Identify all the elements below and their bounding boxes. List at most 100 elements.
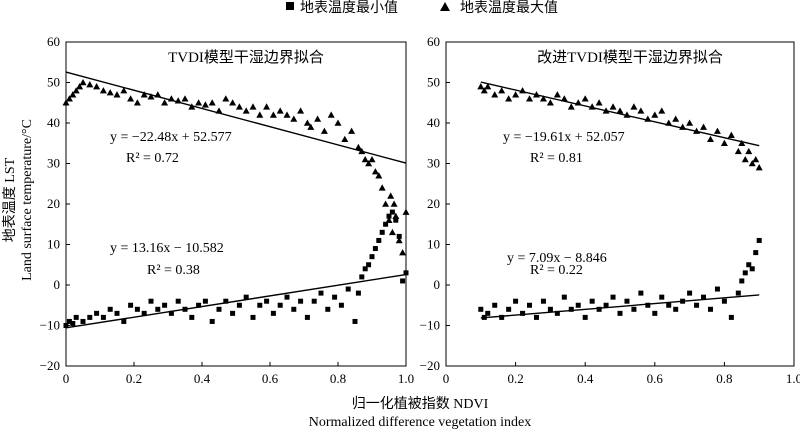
data-point-min [527,302,533,308]
data-point-max [382,200,390,207]
data-point-max [113,91,121,98]
data-point-max [595,99,603,106]
y-tick-label: 0 [434,277,441,292]
data-point-max [161,99,169,106]
data-point-min [379,229,385,235]
data-point-min [298,298,304,304]
data-point-max [658,107,666,114]
data-point-max [365,160,373,167]
data-point-min [155,306,161,312]
data-point-min [386,213,392,219]
data-point-max [283,111,291,118]
data-point-min [202,298,208,304]
data-point-min [311,298,317,304]
data-point-max [727,131,735,138]
x-tick-label: 0 [63,371,70,386]
data-point-max [242,107,250,114]
data-point-max [320,127,328,134]
data-point-max [637,107,645,114]
data-point-min [243,294,249,300]
data-point-min [389,209,395,215]
data-point-min [291,306,297,312]
data-point-min [148,298,154,304]
data-point-min [230,310,236,316]
y-tick-label: 60 [47,34,60,49]
data-point-max [706,135,714,142]
data-point-min [739,278,745,284]
y-tick-label: 10 [47,237,60,252]
data-point-max [65,95,73,102]
data-point-min [575,302,581,308]
data-point-min [478,306,484,312]
data-point-min [325,306,331,312]
data-point-max [93,83,101,90]
data-point-max [630,103,638,110]
data-point-min [134,306,140,312]
data-point-min [589,298,595,304]
data-point-max [720,139,728,147]
data-point-max [235,103,243,110]
data-point-max [546,99,554,106]
data-point-max [127,95,135,102]
legend: 地表温度最小值 地表温度最大值 [286,0,558,16]
data-point-min [168,310,174,316]
data-point-max [686,119,694,126]
data-point-max [361,155,369,163]
data-point-max [392,212,400,219]
data-point-min [742,270,748,276]
data-point-min [264,298,270,304]
x-tick-label: 0.8 [716,371,732,386]
data-point-max [201,101,209,108]
data-point-min [687,290,693,296]
equation-max: y = −22.48x + 52.577 [110,130,232,145]
y-tick-label: 20 [427,196,440,211]
data-point-min [121,318,127,324]
y-axis-label-cn: 地表温度 LST [2,157,18,242]
data-point-min [189,314,195,320]
data-point-min [352,318,358,324]
data-point-min [624,298,630,304]
data-point-min [362,266,368,272]
data-point-min [547,306,553,312]
data-point-max [303,119,311,126]
y-axis-label-en: Land surface temperature/°C [20,119,35,281]
data-point-max [748,160,756,167]
data-point-max [263,103,271,110]
data-point-max [327,111,335,118]
chart-panel-improved-tvdi: −20 −10 0 10 20 30 40 50 60 0 0.2 0.4 0.6 0.8 1.0 改进TVD… [420,34,800,386]
plot-frame [445,41,795,367]
data-point-min [70,320,76,326]
data-point-min [631,306,637,312]
data-point-min [345,286,351,292]
data-point-min [396,233,402,239]
legend-label-min: 地表温度最小值 [300,0,398,16]
x-tick-label: 0.8 [330,371,346,386]
data-point-min [175,298,181,304]
chart-title: 改进TVDI模型干湿边界拟合 [537,49,723,66]
data-point-max [609,103,617,110]
data-point-max [387,192,395,199]
x-tick-label: 0.6 [647,371,664,386]
equation-max: y = −19.61x + 52.057 [503,130,625,145]
y-tick-label: 0 [54,277,61,292]
data-point-min [403,270,409,276]
data-point-max [72,87,80,94]
x-tick-label: 0.2 [126,371,142,386]
y-tick-label: 20 [47,196,60,211]
data-point-max [755,164,763,171]
fit-line-max [65,71,407,164]
data-point-min [603,302,609,308]
data-point-min [63,323,69,328]
data-point-min [94,310,100,316]
y-tick-label: 60 [427,34,440,49]
data-point-max [62,99,70,106]
data-point-max [86,81,94,88]
data-point-max [368,155,376,163]
data-point-min [499,314,505,320]
data-point-min [561,294,567,300]
data-point-max [752,155,760,163]
data-point-max [700,123,708,130]
data-point-max [348,127,356,134]
data-point-max [616,107,624,114]
